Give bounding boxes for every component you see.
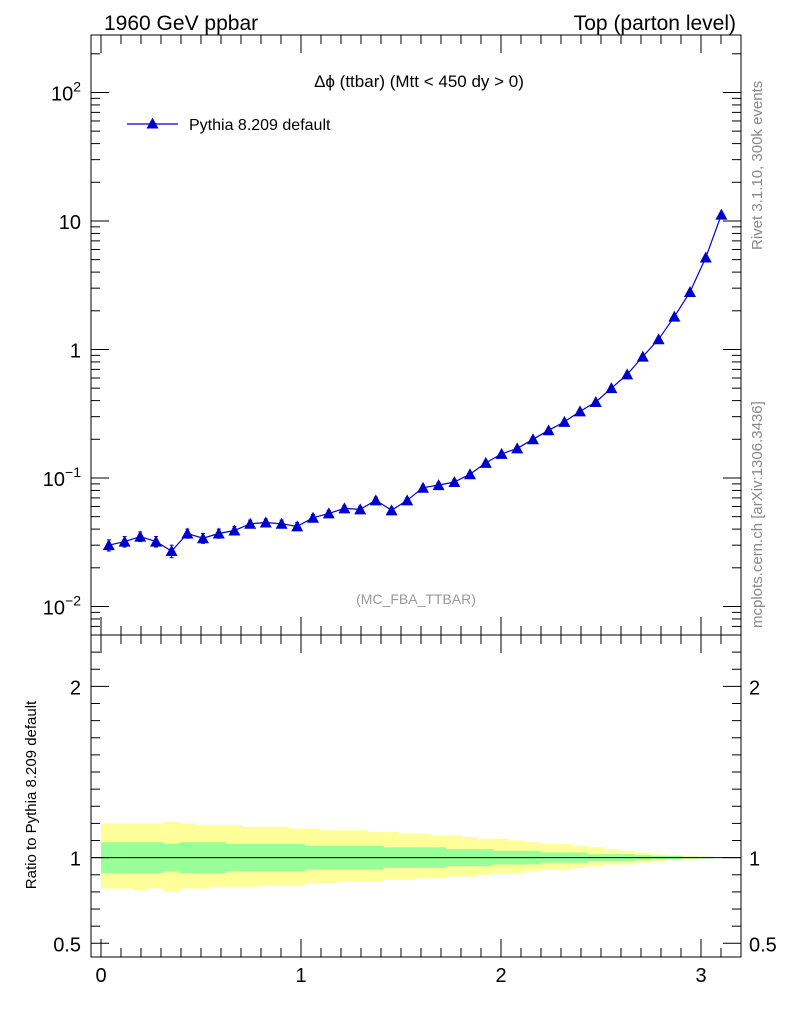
- data-point: [134, 530, 147, 542]
- data-point: [165, 545, 178, 557]
- ratio-x-axis: 0 1 2 3: [95, 635, 742, 987]
- y-tick-label: 10−2: [43, 592, 81, 619]
- data-point: [275, 517, 288, 529]
- data-point: [621, 368, 634, 380]
- y-tick-label: 102: [51, 78, 81, 105]
- ratio-y-axis: 0.5 0.5 1 1 2 2: [53, 651, 777, 956]
- data-point: [181, 527, 194, 539]
- ratio-y-tick-label-left: 2: [70, 677, 81, 699]
- data-point: [307, 511, 319, 523]
- data-point: [574, 405, 586, 417]
- data-point: [244, 517, 257, 529]
- ratio-y-tick-label-left: 1: [70, 849, 81, 871]
- data-point: [511, 442, 524, 454]
- ratio-plot: 0.5 0.5 1 1 2 2 0 1 2 3 Ratio to Pythia 8.209 de…: [23, 634, 777, 987]
- ratio-y-tick-label-right: 1: [749, 849, 760, 871]
- data-point: [150, 535, 162, 547]
- legend-label: Pythia 8.209 default: [189, 117, 331, 134]
- data-point: [417, 481, 429, 493]
- data-point: [527, 433, 539, 445]
- legend: Pythia 8.209 default: [127, 117, 331, 134]
- data-point: [589, 396, 602, 408]
- ratio-y-tick-label-right: 2: [749, 677, 760, 699]
- data-point: [605, 382, 618, 394]
- ratio-y-tick-label-left: 0.5: [53, 934, 81, 956]
- main-y-axis: 10−2 10−1 1 10 102: [43, 53, 741, 636]
- data-point: [291, 520, 304, 532]
- data-point: [448, 476, 461, 488]
- ratio-plot-frame: [90, 634, 742, 958]
- data-point: [479, 456, 492, 468]
- ratio-y-tick-label-right: 0.5: [749, 934, 777, 956]
- x-tick-label: 2: [495, 965, 506, 987]
- y-tick-label: 10: [59, 212, 81, 234]
- ratio-ylabel: Ratio to Pythia 8.209 default: [23, 700, 40, 889]
- data-point: [338, 502, 351, 514]
- header-right: Top (parton level): [574, 12, 736, 35]
- data-point: [542, 424, 555, 436]
- data-point: [684, 286, 696, 298]
- data-point: [369, 494, 382, 506]
- mcplots-label: mcplots.cern.ch [arXiv:1306.3436]: [749, 401, 766, 628]
- main-series: [102, 208, 728, 559]
- data-point: [197, 532, 209, 544]
- ratio-bands: [101, 821, 729, 892]
- legend-marker: [146, 117, 159, 129]
- data-point: [212, 527, 225, 539]
- data-point: [495, 447, 508, 459]
- data-point: [102, 539, 115, 551]
- data-point: [715, 208, 728, 220]
- main-plot: 10−2 10−1 1 10 102 Δϕ (ttbar) (Mtt < 450 dy …: [43, 34, 742, 636]
- plot-title: Δϕ (ttbar) (Mtt < 450 dy > 0): [314, 72, 524, 91]
- data-point: [401, 494, 414, 506]
- x-tick-label: 3: [695, 965, 706, 987]
- data-point: [464, 468, 476, 480]
- header-left: 1960 GeV ppbar: [104, 12, 258, 35]
- data-point: [636, 350, 649, 362]
- data-point: [652, 333, 665, 345]
- data-point: [699, 251, 712, 263]
- data-point: [228, 524, 241, 536]
- x-tick-label: 0: [95, 965, 106, 987]
- y-tick-label: 1: [70, 340, 81, 362]
- x-tick-label: 1: [295, 965, 306, 987]
- data-point: [385, 504, 398, 516]
- data-point: [322, 507, 335, 519]
- data-point: [354, 503, 367, 515]
- rivet-label: Rivet 3.1.10, 300k events: [749, 81, 766, 250]
- main-x-axis: [100, 35, 742, 635]
- data-point: [118, 535, 131, 547]
- series-line: [108, 214, 722, 552]
- y-tick-label: 10−1: [43, 464, 81, 491]
- data-point: [558, 415, 571, 427]
- data-point: [668, 310, 681, 322]
- data-point: [259, 516, 272, 528]
- watermark: (MC_FBA_TTBAR): [356, 591, 476, 607]
- data-point: [432, 479, 445, 491]
